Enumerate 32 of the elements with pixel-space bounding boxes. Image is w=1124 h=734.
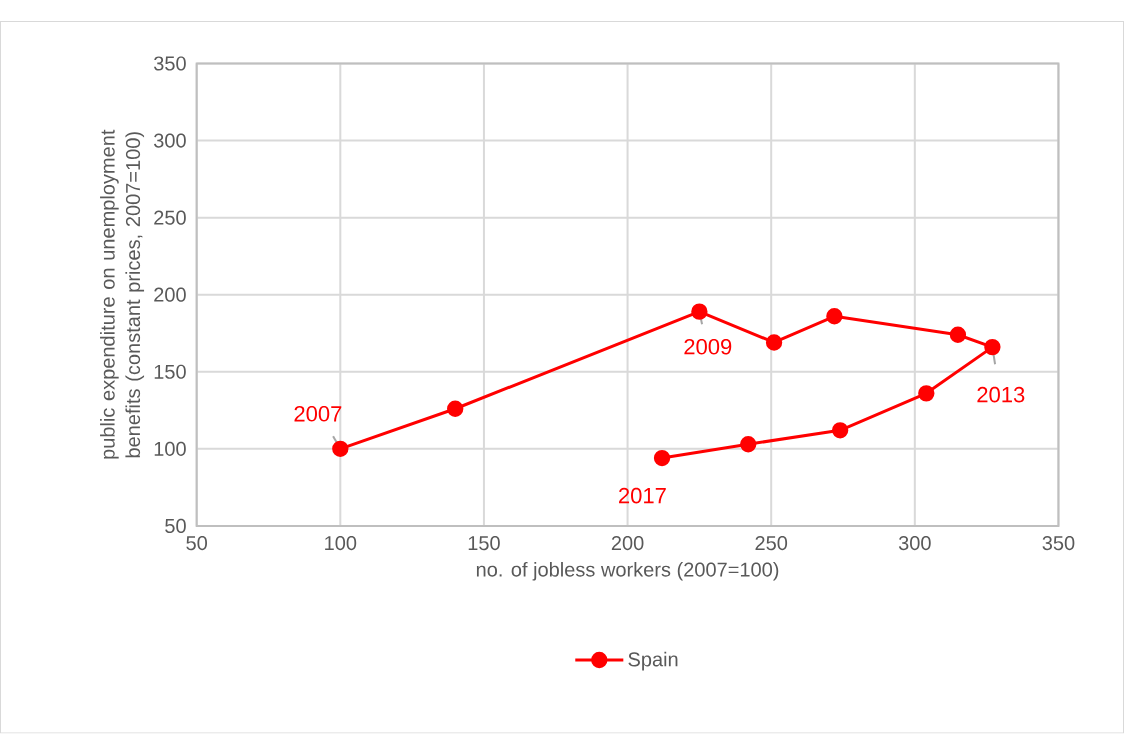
point <box>691 303 708 321</box>
point <box>332 440 349 458</box>
x-tick-label: 350 <box>1042 536 1075 551</box>
point <box>740 436 757 453</box>
y-axis-title: public expenditure on unemployment benefits (constant prices, 2007=100) <box>100 129 145 459</box>
point <box>984 339 1001 356</box>
x-axis-title: no. of jobless workers (2007=100) <box>476 562 779 581</box>
point <box>949 326 967 344</box>
x-tick-label: 50 <box>186 536 208 551</box>
point <box>447 400 464 418</box>
annotation: 2013 <box>977 387 1025 403</box>
annotation: 2009 <box>684 339 732 355</box>
point <box>831 422 849 439</box>
y-tick-label: 100 <box>154 441 186 457</box>
y-tick-label: 150 <box>154 364 186 380</box>
point <box>765 334 783 351</box>
point <box>653 450 671 467</box>
y-tick-label: 200 <box>154 287 186 302</box>
legend-label: Spain <box>628 651 678 671</box>
y-tick-label: 300 <box>153 133 186 148</box>
point <box>918 385 935 402</box>
y-tick-label: 250 <box>154 210 186 225</box>
x-tick-label: 150 <box>468 536 500 551</box>
y-tick-label: 350 <box>153 56 186 71</box>
annotation: 2007 <box>294 406 342 422</box>
x-tick-label: 250 <box>755 536 788 551</box>
y-tick-label: 50 <box>165 519 186 534</box>
x-tick-label: 300 <box>898 536 931 551</box>
annotation: 2017 <box>619 488 666 504</box>
x-tick-label: 100 <box>325 536 357 551</box>
point <box>826 308 843 325</box>
x-tick-label: 200 <box>611 536 644 551</box>
